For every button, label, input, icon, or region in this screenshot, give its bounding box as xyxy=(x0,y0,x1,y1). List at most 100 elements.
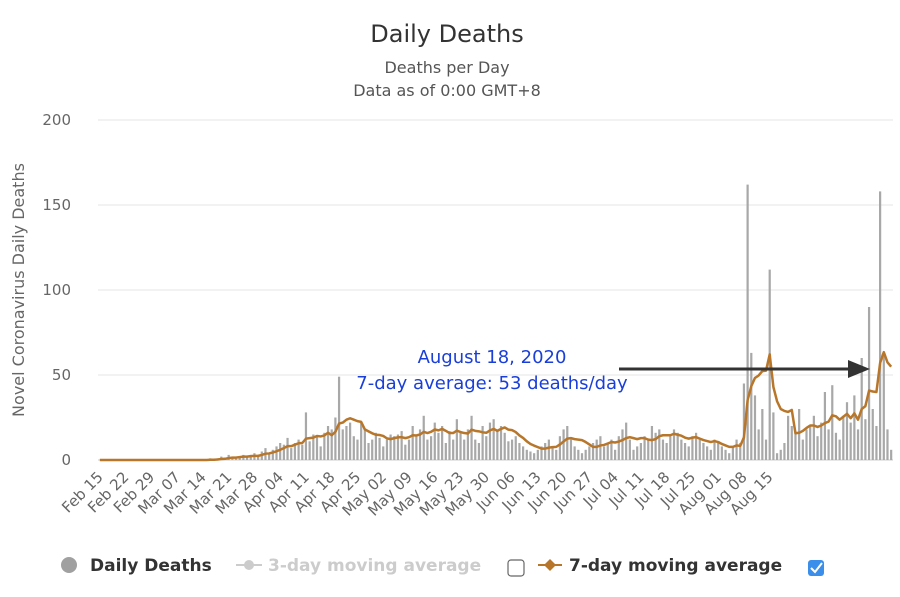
daily-deaths-bar[interactable] xyxy=(396,434,400,461)
daily-deaths-bar[interactable] xyxy=(426,439,429,460)
daily-deaths-bar[interactable] xyxy=(555,449,558,460)
daily-deaths-bar[interactable] xyxy=(257,456,260,460)
daily-deaths-bar[interactable] xyxy=(816,436,819,460)
daily-deaths-bar[interactable] xyxy=(485,436,488,460)
daily-deaths-bar[interactable] xyxy=(879,191,882,460)
daily-deaths-bar[interactable] xyxy=(775,453,779,460)
daily-deaths-bar[interactable] xyxy=(319,446,322,460)
daily-deaths-bar[interactable] xyxy=(304,412,308,460)
daily-deaths-bar[interactable] xyxy=(867,307,871,460)
daily-deaths-bar[interactable] xyxy=(805,429,808,460)
daily-deaths-bar[interactable] xyxy=(794,432,797,460)
daily-deaths-bar[interactable] xyxy=(411,426,414,460)
daily-deaths-bar[interactable] xyxy=(282,444,285,460)
daily-deaths-bar[interactable] xyxy=(330,429,333,460)
daily-deaths-bar[interactable] xyxy=(720,446,723,460)
daily-deaths-bar[interactable] xyxy=(823,392,827,460)
daily-deaths-bar[interactable] xyxy=(687,446,690,460)
daily-deaths-bar[interactable] xyxy=(268,453,271,460)
daily-deaths-bar[interactable] xyxy=(441,426,444,460)
daily-deaths-bar[interactable] xyxy=(580,453,584,460)
daily-deaths-bar[interactable] xyxy=(809,426,812,460)
daily-deaths-bar[interactable] xyxy=(286,437,289,460)
daily-deaths-bar[interactable] xyxy=(360,422,363,460)
daily-deaths-bar[interactable] xyxy=(363,429,366,460)
daily-deaths-bar[interactable] xyxy=(499,426,503,460)
daily-deaths-bar[interactable] xyxy=(341,429,344,460)
daily-deaths-bar[interactable] xyxy=(772,412,775,460)
daily-deaths-bar[interactable] xyxy=(337,376,341,460)
daily-deaths-bar[interactable] xyxy=(728,453,731,460)
daily-deaths-bar[interactable] xyxy=(404,444,407,460)
daily-deaths-bar[interactable] xyxy=(481,426,484,460)
daily-deaths-bar[interactable] xyxy=(367,443,370,460)
daily-deaths-bar[interactable] xyxy=(536,449,539,460)
daily-deaths-bar[interactable] xyxy=(507,441,510,460)
daily-deaths-bar[interactable] xyxy=(610,439,613,460)
daily-deaths-bar[interactable] xyxy=(665,443,668,460)
daily-deaths-bar[interactable] xyxy=(694,432,698,460)
daily-deaths-bar[interactable] xyxy=(547,439,550,460)
daily-deaths-bar[interactable] xyxy=(470,415,473,460)
daily-deaths-bar[interactable] xyxy=(827,429,830,460)
daily-deaths-bar[interactable] xyxy=(352,436,355,460)
daily-deaths-bar[interactable] xyxy=(510,439,514,460)
daily-deaths-bar[interactable] xyxy=(698,439,701,460)
daily-deaths-bar[interactable] xyxy=(540,446,543,460)
daily-deaths-bar[interactable] xyxy=(577,449,580,460)
daily-deaths-bar[interactable] xyxy=(625,422,628,460)
daily-deaths-bar[interactable] xyxy=(371,439,374,460)
daily-deaths-bar[interactable] xyxy=(503,432,506,460)
daily-deaths-bar[interactable] xyxy=(356,439,359,460)
daily-deaths-bar[interactable] xyxy=(334,417,337,461)
daily-deaths-bar[interactable] xyxy=(845,402,849,460)
daily-deaths-bar[interactable] xyxy=(764,439,768,460)
daily-deaths-bar[interactable] xyxy=(492,419,495,460)
daily-deaths-bar[interactable] xyxy=(856,429,860,460)
daily-deaths-bar[interactable] xyxy=(389,434,392,461)
daily-deaths-bar[interactable] xyxy=(591,443,595,460)
daily-deaths-bar[interactable] xyxy=(566,426,569,460)
daily-deaths-bar[interactable] xyxy=(672,429,676,460)
daily-deaths-bar[interactable] xyxy=(676,432,679,460)
daily-deaths-bar[interactable] xyxy=(496,429,499,460)
daily-deaths-bar[interactable] xyxy=(293,443,297,460)
daily-deaths-bar[interactable] xyxy=(297,439,300,460)
daily-deaths-bar[interactable] xyxy=(812,415,815,460)
daily-deaths-bar[interactable] xyxy=(345,426,348,460)
daily-deaths-bar[interactable] xyxy=(326,426,330,460)
daily-deaths-bar[interactable] xyxy=(602,446,606,460)
daily-deaths-bar[interactable] xyxy=(323,432,326,460)
daily-deaths-bar[interactable] xyxy=(245,456,249,460)
daily-deaths-bar[interactable] xyxy=(886,429,889,460)
daily-deaths-bar[interactable] xyxy=(533,453,536,460)
daily-deaths-bar[interactable] xyxy=(448,431,451,460)
daily-deaths-bar[interactable] xyxy=(599,436,602,460)
daily-deaths-bar[interactable] xyxy=(779,449,782,460)
daily-deaths-bar[interactable] xyxy=(834,432,838,460)
daily-deaths-bar[interactable] xyxy=(385,439,389,460)
daily-deaths-bar[interactable] xyxy=(514,436,517,460)
daily-deaths-bar[interactable] xyxy=(882,354,885,460)
daily-deaths-bar[interactable] xyxy=(301,444,304,460)
daily-deaths-bar[interactable] xyxy=(787,415,790,460)
daily-deaths-bar[interactable] xyxy=(617,436,620,460)
daily-deaths-bar[interactable] xyxy=(669,436,672,460)
daily-deaths-bar[interactable] xyxy=(706,446,709,460)
checkbox-3-day[interactable] xyxy=(507,559,525,577)
daily-deaths-bar[interactable] xyxy=(831,385,834,460)
daily-deaths-bar[interactable] xyxy=(290,448,293,460)
daily-deaths-bar[interactable] xyxy=(437,432,440,460)
daily-deaths-bar[interactable] xyxy=(455,419,458,460)
daily-deaths-bar[interactable] xyxy=(349,422,352,460)
daily-deaths-bar[interactable] xyxy=(801,439,804,460)
daily-deaths-bar[interactable] xyxy=(853,395,856,460)
daily-deaths-bar[interactable] xyxy=(628,439,631,460)
daily-deaths-bar[interactable] xyxy=(522,446,525,460)
daily-deaths-bar[interactable] xyxy=(518,443,521,460)
daily-deaths-bar[interactable] xyxy=(573,446,576,460)
daily-deaths-bar[interactable] xyxy=(315,436,319,460)
daily-deaths-bar[interactable] xyxy=(739,443,742,460)
daily-deaths-bar[interactable] xyxy=(753,395,757,460)
daily-deaths-bar[interactable] xyxy=(429,436,433,460)
